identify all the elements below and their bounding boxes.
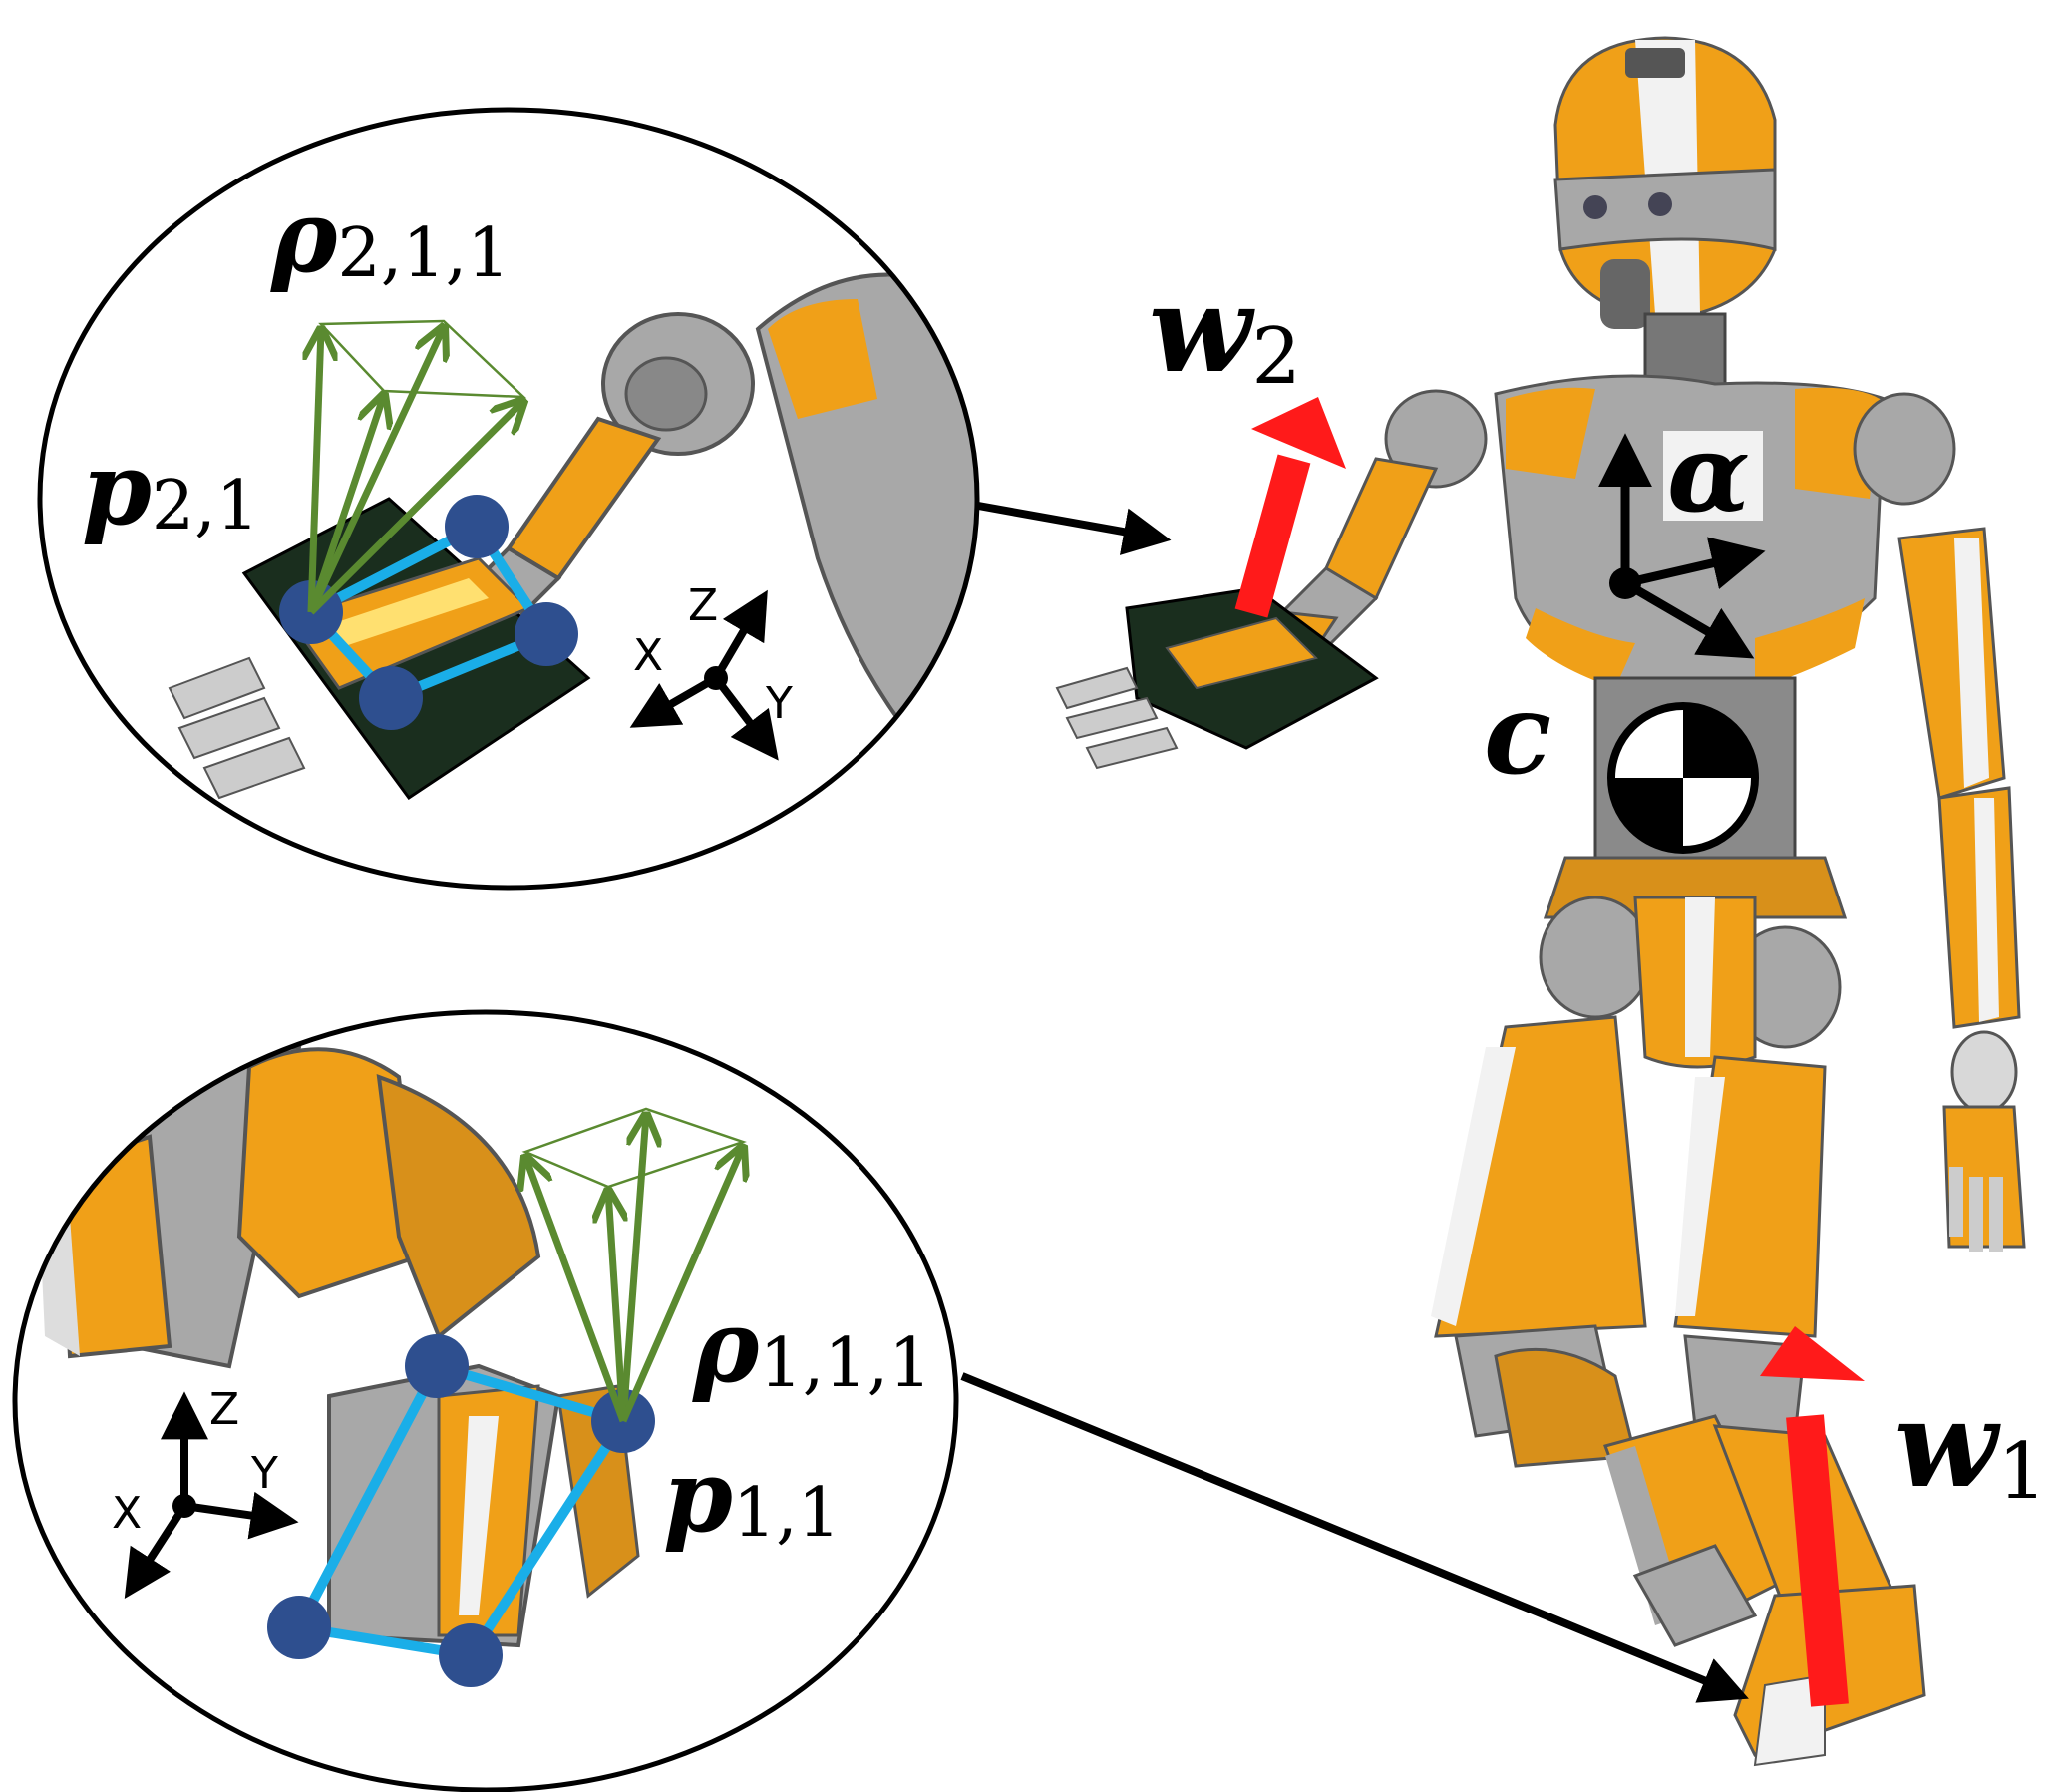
label-alpha: α [1667,411,1750,537]
label-w1: w1 [1894,1374,2047,1517]
humanoid-robot [1055,36,2026,1767]
contact-point [359,666,423,730]
label-w2: w2 [1149,259,1301,402]
axis-label-y: Y [250,1448,278,1499]
axis-label-y: Y [765,678,793,729]
contact-point [267,1596,331,1659]
label-p-11: p1,1 [663,1437,841,1555]
hand-contact-inset: ρ2,1,1 p2,1 X Z Y [37,107,980,891]
friction-cone [525,1107,743,1423]
base-frame-axes-icon [1598,433,1766,659]
pointer-arrow-foot [960,1372,1749,1703]
foot-contact-inset: ρ1,1,1 p1,1 Z Y X [12,1009,959,1792]
force-arrow-w2 [1234,397,1346,618]
inset-border [12,1009,959,1792]
axis-label-x: X [633,630,663,681]
axis-label-x: X [112,1488,142,1539]
inset-border [37,107,980,891]
contact-point [515,602,578,666]
com-marker-icon [1607,702,1759,854]
frame-axes-icon [124,1391,299,1600]
label-p-21: p2,1 [82,430,259,547]
label-c: c [1484,669,1551,800]
friction-cone [311,321,523,615]
contact-point [405,1334,469,1398]
pointer-arrow-hand [966,500,1172,555]
contact-point [439,1623,503,1687]
axis-label-z: Z [688,580,718,631]
frame-axes-icon [629,589,779,761]
force-arrow-w1 [1760,1326,1865,1707]
contact-point [445,495,509,558]
axis-label-z: Z [209,1384,239,1435]
label-rho-211: ρ2,1,1 [270,178,511,295]
label-rho-111: ρ1,1,1 [692,1287,932,1405]
